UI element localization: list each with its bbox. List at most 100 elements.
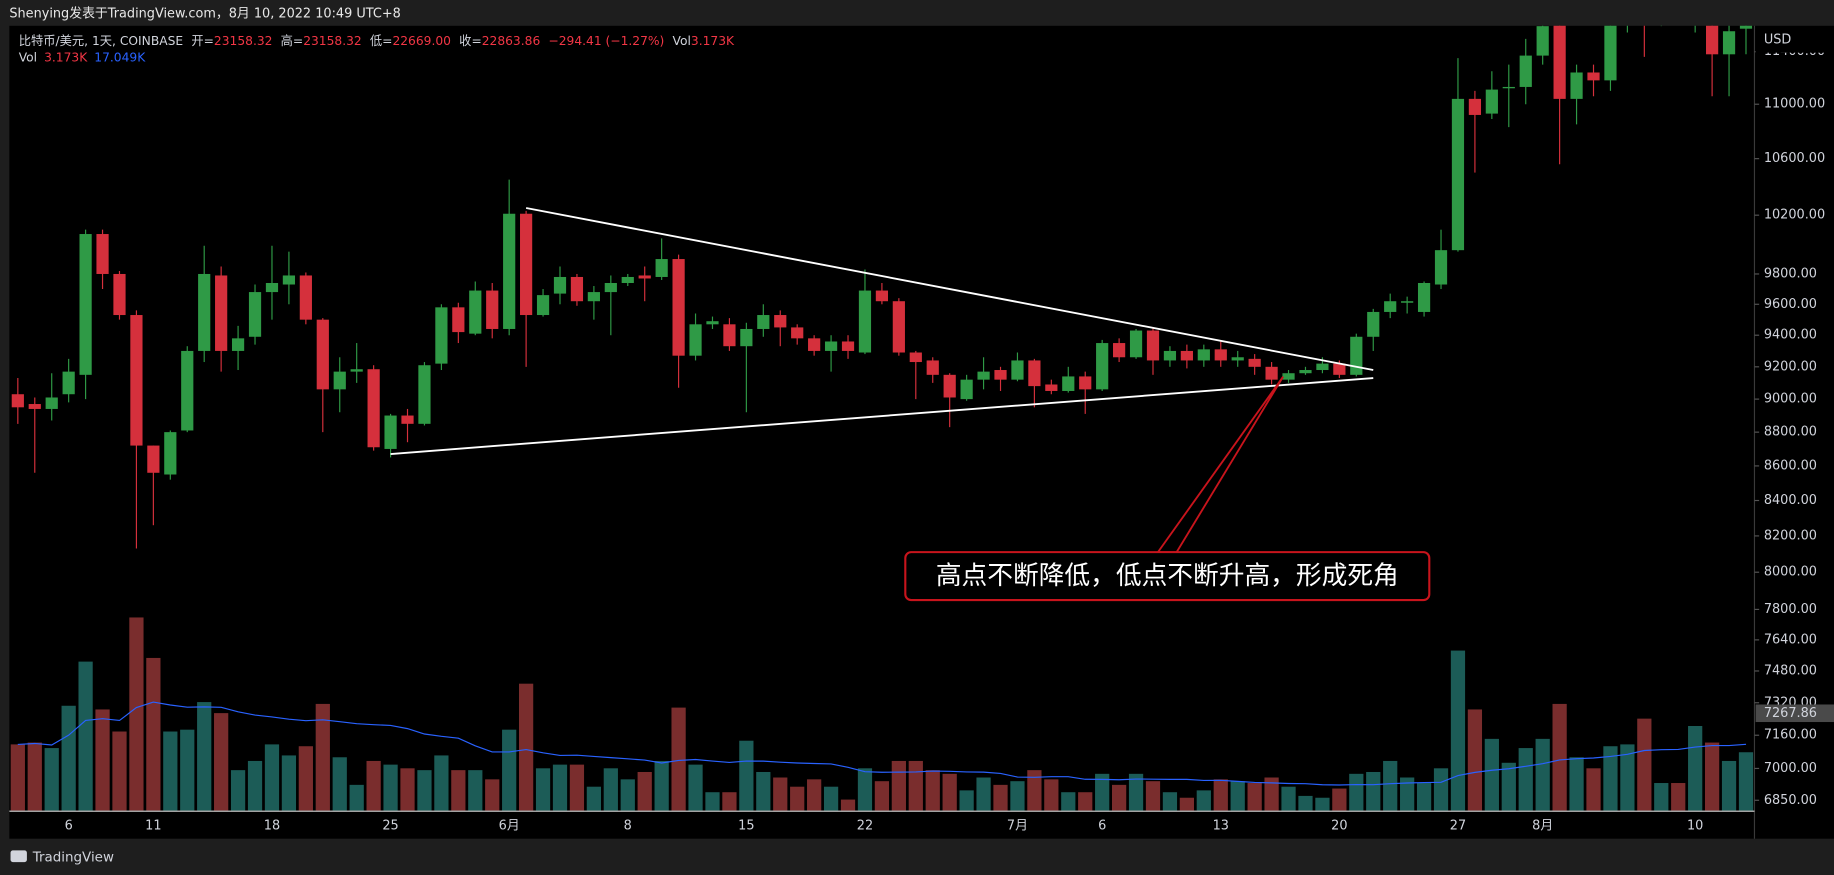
candle-body: [1248, 358, 1261, 367]
volume-bar: [44, 748, 59, 811]
volume-bar: [552, 764, 568, 811]
candle-body: [1604, 25, 1617, 81]
candle-body: [384, 415, 397, 449]
legend-field-label: 高=: [281, 32, 304, 47]
candle-body: [706, 321, 719, 325]
volume-bar: [518, 683, 534, 811]
annotation-text: 高点不断降低，低点不断升高，形成死角: [936, 561, 1399, 591]
volume-bar: [281, 755, 297, 811]
candle-body: [248, 292, 262, 337]
volume-bar: [586, 786, 601, 811]
candle-body: [1299, 370, 1312, 374]
x-tick-label: 18: [264, 818, 280, 833]
candle-body: [1333, 363, 1346, 375]
candle-body: [926, 360, 939, 375]
candle-body: [604, 282, 617, 293]
x-tick-label: 6: [65, 818, 73, 833]
legend-symbol: 比特币/美元, 1天, COINBASE: [19, 32, 183, 47]
candle-body: [808, 338, 821, 351]
y-tick-label: 7800.00: [1764, 602, 1817, 617]
y-tick-label: 8000.00: [1764, 565, 1817, 580]
y-tick-label: 8800.00: [1764, 425, 1817, 440]
volume-bar: [1010, 781, 1025, 811]
candle-body: [858, 290, 872, 353]
candle-body: [621, 276, 634, 283]
candle-body: [1587, 72, 1600, 81]
volume-bar: [1162, 792, 1178, 811]
candle-body: [1434, 250, 1448, 285]
volume-bar: [1298, 795, 1313, 811]
candle-body: [536, 295, 550, 316]
volume-bar: [1586, 768, 1601, 811]
volume-bar: [163, 731, 178, 811]
y-tick-label: 9400.00: [1764, 328, 1817, 343]
annotation-box: [904, 551, 1431, 602]
volume-bar: [247, 760, 263, 811]
volume-bar: [891, 760, 906, 811]
y-tick-label: 8200.00: [1764, 528, 1817, 543]
legend-vol-label: Vol: [673, 33, 691, 47]
candle-body: [350, 369, 363, 372]
volume-bar: [959, 790, 974, 811]
y-tick-label: 9600.00: [1764, 297, 1817, 312]
candle-body: [1519, 55, 1532, 87]
candle-body: [774, 315, 787, 328]
y-tick-label: 8400.00: [1764, 493, 1817, 508]
candle-body: [147, 445, 160, 473]
candle-body: [181, 350, 194, 431]
volume-bar: [1569, 757, 1584, 811]
volume-bar: [1044, 779, 1059, 811]
candle-body: [198, 273, 211, 351]
y-tick-label: 9800.00: [1764, 266, 1817, 281]
x-tick-label: 11: [145, 818, 161, 833]
legend-field-label: 开=: [191, 33, 214, 47]
candle-body: [1451, 98, 1465, 251]
volume-bar: [400, 768, 415, 811]
candle-body: [1485, 89, 1498, 114]
candle-body: [1739, 25, 1753, 29]
candle-body: [723, 324, 736, 347]
volume-bar: [1383, 760, 1398, 811]
candle-body: [1367, 311, 1380, 337]
candle-body: [164, 432, 177, 475]
volume-bar: [146, 657, 161, 811]
candle-body: [333, 371, 346, 390]
volume-bar: [1264, 777, 1279, 811]
legend-field-label: 低=: [370, 33, 393, 47]
candle-body: [1265, 366, 1278, 380]
volume-bar: [95, 709, 110, 811]
candle-body: [45, 397, 58, 409]
legend-field-value: 23158.32: [303, 33, 362, 47]
candle-body: [1384, 301, 1397, 312]
unit-box: [1755, 26, 1833, 53]
candle-body: [1570, 72, 1583, 99]
volume-bar: [1332, 788, 1347, 811]
candle-body: [824, 341, 838, 351]
price-label: 7267.86: [1764, 706, 1817, 721]
candle-body: [231, 338, 245, 351]
volume-bar: [1603, 746, 1618, 811]
x-tick-label: 6: [1098, 818, 1106, 833]
volume-bar: [1281, 786, 1296, 811]
volume-bar: [485, 779, 500, 811]
candle-body: [418, 365, 431, 424]
volume-bar: [637, 771, 652, 811]
candle-body: [96, 234, 109, 274]
trendline: [525, 207, 1374, 371]
candle-body: [1468, 98, 1482, 115]
candle-body: [587, 292, 600, 302]
candle-body: [1417, 282, 1431, 312]
x-tick-label: 15: [738, 818, 754, 833]
volume-bar: [1704, 742, 1720, 811]
volume-bar: [1213, 779, 1228, 811]
x-tick-label: 22: [857, 818, 873, 833]
y-tick-label: 9000.00: [1764, 392, 1817, 407]
volume-bar: [1535, 738, 1550, 811]
volume-bar: [10, 744, 25, 811]
volume-bar: [1637, 718, 1652, 811]
legend-field-value: 22863.86: [482, 33, 541, 47]
volume-bar: [1654, 783, 1669, 811]
volume-bar: [1145, 781, 1161, 811]
candle-body: [1706, 25, 1719, 55]
legend-change: −294.41 (−1.27%): [548, 33, 664, 47]
